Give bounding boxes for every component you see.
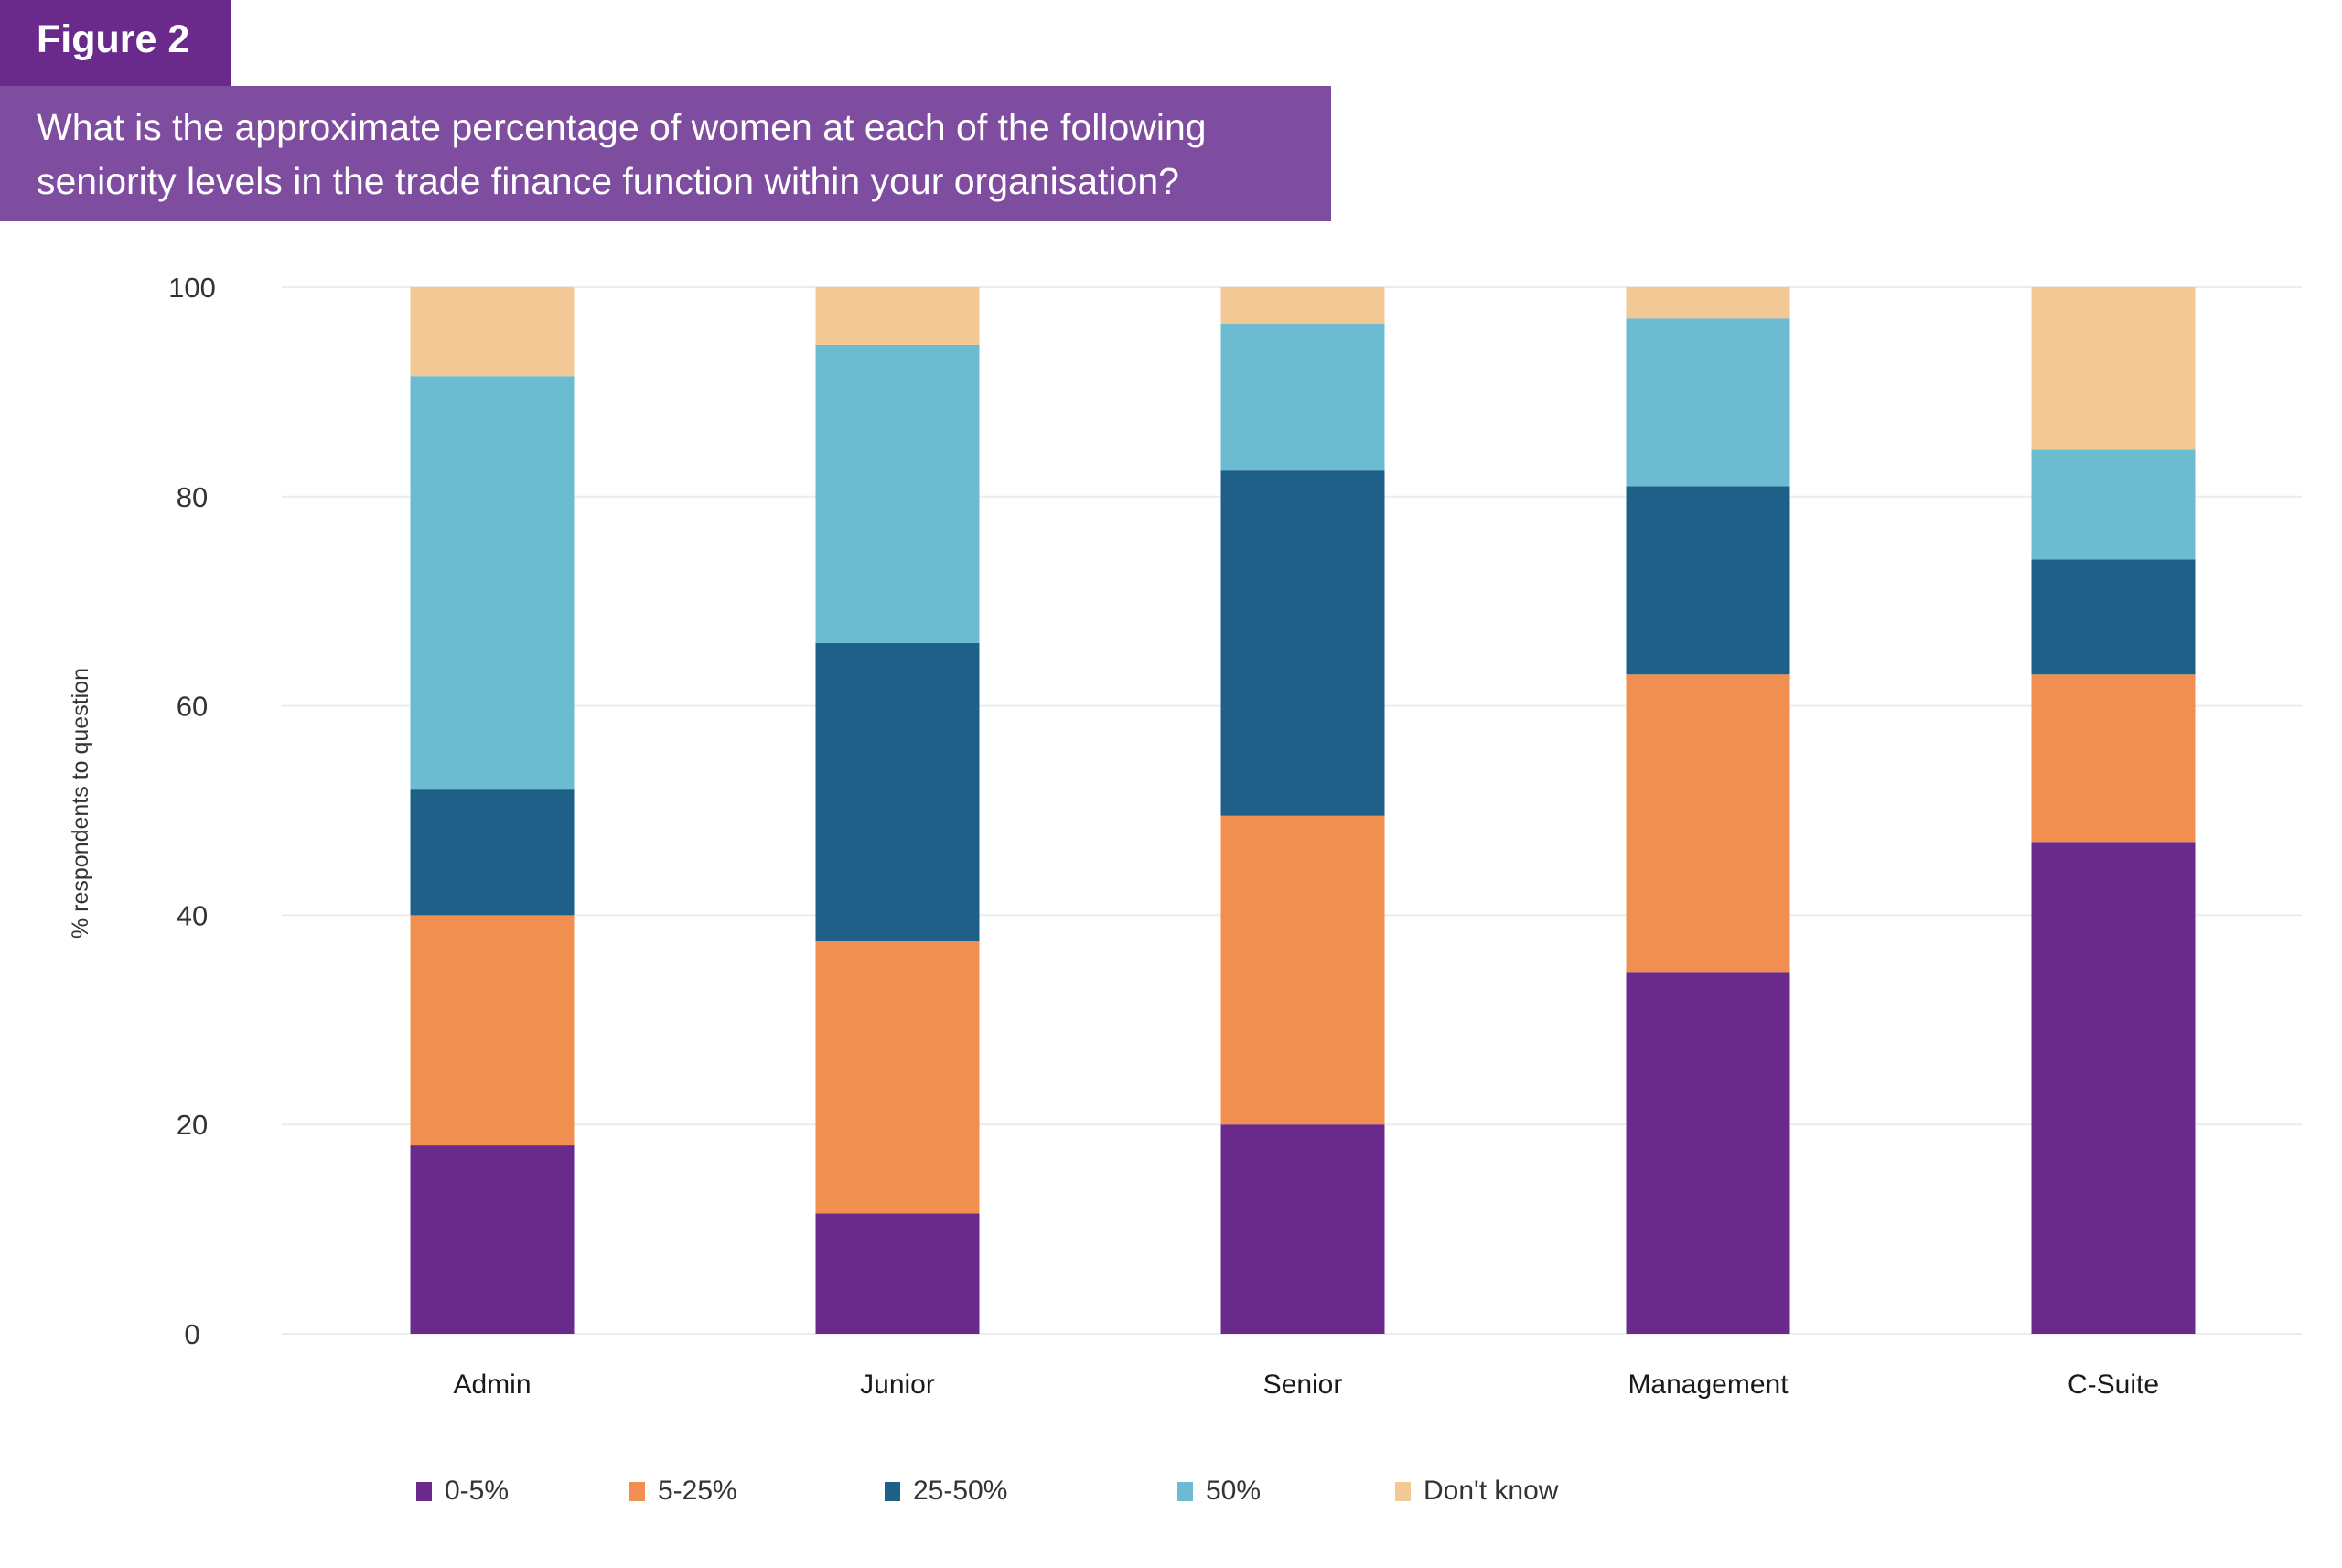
bar-segment-c-suite-4 xyxy=(2031,287,2196,450)
legend-label: 50% xyxy=(1206,1476,1262,1506)
bar-segment-senior-3 xyxy=(1220,324,1385,471)
bar-segment-admin-1 xyxy=(410,915,575,1146)
y-tick-label: 40 xyxy=(177,899,208,931)
y-axis-ticks: 0 20 40 60 80 100 xyxy=(168,272,216,1350)
bar-segment-senior-0 xyxy=(1220,1124,1385,1334)
bar-segment-junior-4 xyxy=(815,287,980,345)
bar-segment-junior-3 xyxy=(815,344,980,643)
bar-segment-senior-4 xyxy=(1220,287,1385,325)
bar-segment-management-3 xyxy=(1626,318,1790,487)
x-category-label: Senior xyxy=(1263,1369,1343,1400)
bar-segment-c-suite-1 xyxy=(2031,674,2196,843)
legend-item: 5-25% xyxy=(629,1473,737,1509)
legend-swatch xyxy=(885,1481,900,1501)
question-line-1: What is the approximate percentage of wo… xyxy=(37,106,1207,148)
bar-segment-management-1 xyxy=(1626,674,1790,973)
legend-item: 50% xyxy=(1177,1473,1261,1509)
legend-swatch xyxy=(1177,1481,1193,1501)
legend-swatch xyxy=(629,1481,645,1501)
legend-label: 5-25% xyxy=(658,1476,737,1506)
bar-segment-senior-2 xyxy=(1220,470,1385,816)
bar-segment-c-suite-2 xyxy=(2031,559,2196,675)
bar-segment-senior-1 xyxy=(1220,815,1385,1125)
figure-label: Figure 2 xyxy=(0,0,231,86)
x-category-label: Junior xyxy=(860,1369,935,1400)
bar-segment-junior-0 xyxy=(815,1213,980,1334)
legend-label: 0-5% xyxy=(445,1476,510,1506)
y-tick-label: 100 xyxy=(168,272,216,304)
bar-segment-management-2 xyxy=(1626,486,1790,675)
bar-segment-admin-0 xyxy=(410,1145,575,1334)
legend-item: Don't know xyxy=(1395,1473,1558,1509)
bar-segment-c-suite-0 xyxy=(2031,842,2196,1334)
legend-label: 25-50% xyxy=(913,1476,1008,1506)
bar-segment-management-0 xyxy=(1626,972,1790,1334)
bar-segment-admin-2 xyxy=(410,789,575,916)
x-axis-categories: Admin Junior Senior Management C-Suite xyxy=(453,1369,2159,1400)
question-title: What is the approximate percentage of wo… xyxy=(0,86,1331,221)
bar-segment-admin-3 xyxy=(410,376,575,790)
y-tick-label: 80 xyxy=(177,481,208,513)
bars xyxy=(410,287,2196,1334)
bar-segment-c-suite-3 xyxy=(2031,449,2196,560)
x-category-label: Admin xyxy=(453,1369,531,1400)
legend-item: 25-50% xyxy=(885,1473,1007,1509)
legend: 0-5% 5-25% 25-50% 50% Don't know xyxy=(0,1473,2342,1509)
x-category-label: Management xyxy=(1628,1369,1789,1400)
x-category-label: C-Suite xyxy=(2068,1369,2159,1400)
bar-segment-management-4 xyxy=(1626,287,1790,319)
y-tick-label: 20 xyxy=(177,1109,208,1141)
y-axis-title: % respondents to question xyxy=(68,668,93,939)
bar-segment-junior-1 xyxy=(815,941,980,1214)
legend-item: 0-5% xyxy=(416,1473,509,1509)
question-line-2: seniority levels in the trade finance fu… xyxy=(37,160,1179,202)
legend-swatch xyxy=(416,1481,432,1501)
bar-segment-junior-2 xyxy=(815,642,980,941)
legend-swatch xyxy=(1395,1481,1411,1501)
bar-segment-admin-4 xyxy=(410,287,575,377)
legend-label: Don't know xyxy=(1423,1476,1559,1506)
y-tick-label: 60 xyxy=(177,691,208,723)
y-tick-label: 0 xyxy=(184,1318,199,1350)
